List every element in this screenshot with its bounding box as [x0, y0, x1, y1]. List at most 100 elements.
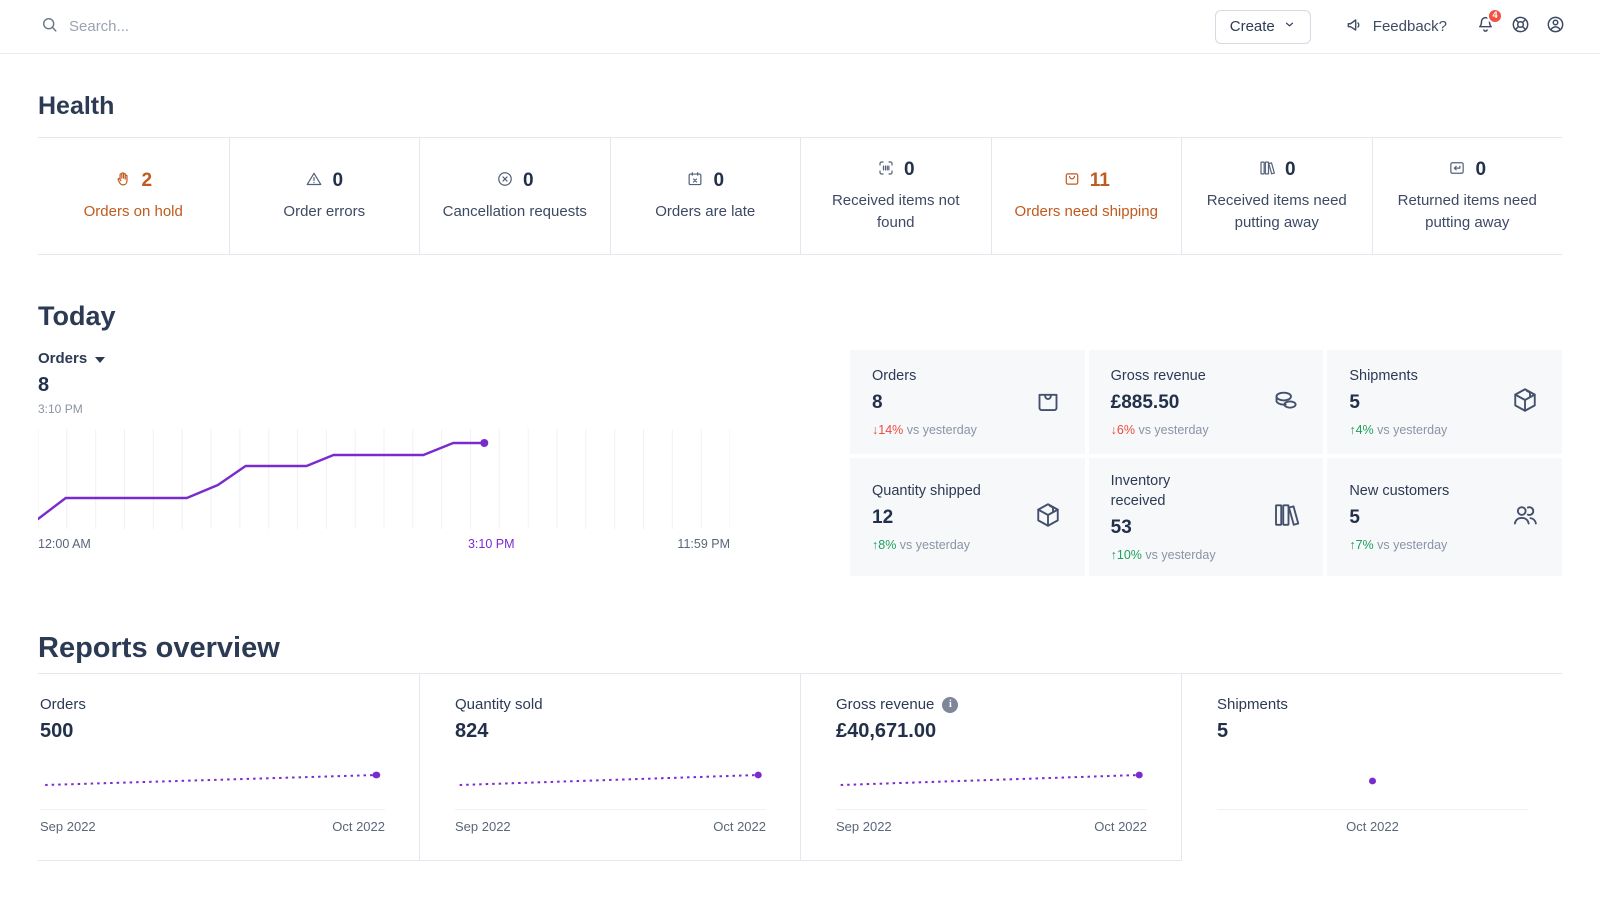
help-button[interactable]: [1510, 14, 1531, 40]
health-card-orders-on-hold[interactable]: 2Orders on hold: [38, 138, 229, 254]
feedback-link[interactable]: Feedback?: [1345, 15, 1447, 39]
chevron-down-icon: [1283, 18, 1296, 35]
report-sparkline: [455, 755, 766, 809]
shopping-bag-icon: [1033, 385, 1063, 415]
account-button[interactable]: [1545, 14, 1566, 40]
health-card-orders-are-late[interactable]: 0 Orders are late: [610, 138, 801, 254]
reports-section-title: Reports overview: [38, 632, 1562, 665]
search-bar[interactable]: [40, 15, 1215, 39]
cube-icon: [1033, 500, 1063, 530]
report-label: Orders: [40, 696, 86, 713]
life-ring-icon: [1510, 14, 1531, 40]
metric-label: Gross revenue: [1111, 367, 1209, 387]
report-x-label: Sep 2022: [40, 819, 96, 834]
health-card-label: Returned items need putting away: [1387, 190, 1549, 234]
warning-triangle-icon: [305, 170, 323, 188]
report-axis-line: [40, 809, 385, 810]
report-sparkline: [836, 755, 1147, 809]
today-line-chart: [38, 429, 730, 529]
report-sparkline: [1217, 755, 1528, 809]
today-metric-cards: Orders8↓14% vs yesterdayGross revenue£88…: [850, 350, 1562, 576]
dashboard: Health 2Orders on hold0Order errors0Canc…: [0, 92, 1600, 861]
report-card-shipments[interactable]: Shipments 5 Oct 2022: [1181, 674, 1562, 861]
today-x-axis: 12:00 AM 3:10 PM 11:59 PM: [38, 537, 730, 551]
health-card-received-items-not-found[interactable]: 0 Received items not found: [800, 138, 991, 254]
report-card-quantity-sold[interactable]: Quantity sold824Sep 2022Oct 2022: [419, 674, 800, 861]
metric-delta: ↓6% vs yesterday: [1111, 423, 1209, 437]
report-x-axis: Oct 2022: [1217, 819, 1528, 834]
metric-value: 8: [872, 392, 977, 414]
report-label: Gross revenue: [836, 696, 934, 713]
notifications-button[interactable]: 4: [1475, 14, 1496, 40]
shelf-icon: [1271, 500, 1301, 530]
hand-icon: [114, 170, 132, 188]
tray-icon: [1063, 170, 1081, 188]
report-value: £40,671.00: [836, 720, 1147, 743]
health-card-label: Received items need putting away: [1196, 190, 1358, 234]
health-card-label: Orders are late: [655, 201, 755, 223]
metric-value: 12: [872, 507, 981, 529]
metric-value: 53: [1111, 517, 1216, 539]
health-card-label: Cancellation requests: [443, 201, 587, 223]
user-circle-icon: [1545, 14, 1566, 40]
today-chart-block: Orders 8 3:10 PM 12:00 AM 3:10 PM 11:59 …: [38, 350, 730, 576]
report-x-label: Oct 2022: [332, 819, 385, 834]
health-card-value: 0: [332, 170, 343, 192]
health-card-label: Orders on hold: [84, 201, 183, 223]
info-icon[interactable]: i: [942, 697, 958, 713]
health-card-returned-items-need-putting-away[interactable]: 0 Returned items need putting away: [1372, 138, 1563, 254]
report-x-label: Oct 2022: [1346, 819, 1399, 834]
report-x-axis: Sep 2022 Oct 2022: [40, 819, 385, 834]
report-card-orders[interactable]: Orders 500 Sep 2022 Oct 2022: [38, 674, 419, 861]
report-axis-line: [1217, 809, 1528, 810]
barcode-scan-icon: [877, 159, 895, 177]
metric-delta: ↑10% vs yesterday: [1111, 548, 1216, 562]
report-value: 824: [455, 720, 766, 743]
today-metric-selector[interactable]: Orders: [38, 350, 730, 367]
report-cards: Orders500Sep 2022Oct 2022Quantity sold82…: [38, 673, 1562, 861]
metric-delta: ↑4% vs yesterday: [1349, 423, 1447, 437]
metric-card-gross-revenue: Gross revenue£885.50↓6% vs yesterday: [1089, 350, 1324, 454]
metric-label: Inventory received: [1111, 472, 1197, 511]
metric-card-new-customers: New customers5↑7% vs yesterday: [1327, 458, 1562, 576]
metric-card-quantity-shipped: Quantity shipped12↑8% vs yesterday: [850, 458, 1085, 576]
today-current-value: 8: [38, 374, 730, 397]
report-x-label: Oct 2022: [713, 819, 766, 834]
circle-x-icon: [496, 170, 514, 188]
health-card-order-errors[interactable]: 0Order errors: [229, 138, 420, 254]
metric-card-orders: Orders8↓14% vs yesterday: [850, 350, 1085, 454]
metric-label: New customers: [1349, 482, 1449, 502]
report-value: 5: [1217, 720, 1528, 743]
metric-label: Shipments: [1349, 367, 1447, 387]
x-label-current: 3:10 PM: [468, 537, 515, 551]
report-label: Shipments: [1217, 696, 1288, 713]
report-axis-line: [455, 809, 766, 810]
health-card-value: 0: [904, 159, 915, 181]
report-x-label: Sep 2022: [836, 819, 892, 834]
search-input[interactable]: [69, 18, 489, 35]
create-button[interactable]: Create: [1215, 10, 1311, 44]
today-current-time: 3:10 PM: [38, 402, 730, 416]
health-card-value: 0: [1285, 159, 1296, 181]
x-label-end: 11:59 PM: [677, 537, 730, 551]
health-card-orders-need-shipping[interactable]: 11 Orders need shipping: [991, 138, 1182, 254]
health-card-label: Orders need shipping: [1015, 201, 1158, 223]
metric-delta: ↑7% vs yesterday: [1349, 538, 1449, 552]
metric-value: 5: [1349, 392, 1447, 414]
report-value: 500: [40, 720, 385, 743]
caret-down-icon: [95, 350, 105, 367]
health-card-received-items-need-putting-away[interactable]: 0 Received items need putting away: [1181, 138, 1372, 254]
health-card-cancellation-requests[interactable]: 0Cancellation requests: [419, 138, 610, 254]
health-card-value: 0: [1475, 159, 1486, 181]
health-card-value: 11: [1090, 170, 1110, 192]
coins-icon: [1271, 385, 1301, 415]
today-section: Orders 8 3:10 PM 12:00 AM 3:10 PM 11:59 …: [38, 350, 1562, 576]
report-card-gross-revenue[interactable]: Gross revenuei£40,671.00Sep 2022Oct 2022: [800, 674, 1181, 861]
today-section-title: Today: [38, 301, 1562, 332]
people-icon: [1510, 500, 1540, 530]
shelf-icon: [1258, 159, 1276, 177]
search-icon: [40, 15, 59, 39]
metric-card-inventory-received: Inventory received 53 ↑10% vs yesterday: [1089, 458, 1324, 576]
health-card-label: Received items not found: [815, 190, 977, 234]
health-card-value: 0: [713, 170, 724, 192]
